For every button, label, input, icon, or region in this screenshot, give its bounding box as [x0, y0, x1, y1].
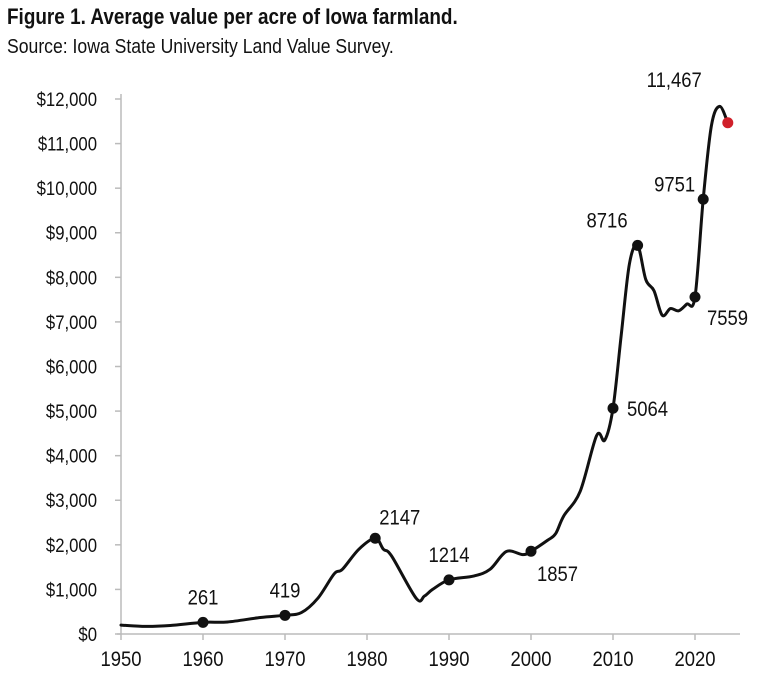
y-tick-label: $10,000 — [37, 178, 97, 199]
chart-subtitle: Source: Iowa State University Land Value… — [7, 36, 394, 58]
x-tick-label: 1950 — [100, 648, 141, 671]
x-tick-label: 1960 — [182, 648, 223, 671]
data-label: 9751 — [654, 173, 695, 196]
y-tick-label: $11,000 — [38, 134, 97, 155]
chart-title: Figure 1. Average value per acre of Iowa… — [7, 4, 458, 29]
x-tick-label: 1980 — [346, 648, 387, 671]
data-label: 5064 — [627, 398, 668, 421]
y-tick-label: $7,000 — [46, 312, 97, 333]
data-label: 419 — [270, 579, 301, 602]
highlight-data-point — [722, 117, 734, 129]
y-tick-label: $2,000 — [46, 535, 97, 556]
x-tick-label: 2020 — [674, 648, 715, 671]
y-tick-label: $9,000 — [46, 223, 97, 244]
data-point — [689, 291, 701, 303]
data-point — [197, 616, 209, 628]
data-label: 261 — [188, 586, 219, 609]
data-label: 11,467 — [647, 69, 702, 92]
data-point — [369, 532, 381, 544]
data-point — [607, 402, 619, 414]
data-point — [443, 574, 455, 586]
data-label: 1857 — [537, 563, 578, 586]
y-tick-label: $1,000 — [46, 579, 97, 600]
data-point — [279, 609, 291, 621]
y-tick-label: $6,000 — [46, 357, 97, 378]
x-tick-label: 2010 — [592, 648, 633, 671]
data-label: 2147 — [379, 506, 420, 529]
x-tick-label: 2000 — [510, 648, 551, 671]
x-tick-label: 1970 — [264, 648, 305, 671]
data-label: 8716 — [587, 209, 628, 232]
y-tick-label: $3,000 — [46, 490, 97, 511]
y-tick-label: $5,000 — [46, 401, 97, 422]
data-point — [632, 239, 644, 251]
y-tick-label: $8,000 — [46, 267, 97, 288]
y-tick-label: $0 — [78, 624, 97, 645]
data-point — [697, 193, 709, 205]
data-label: 7559 — [707, 307, 748, 330]
y-tick-label: $4,000 — [46, 446, 97, 467]
y-tick-label: $12,000 — [37, 89, 97, 110]
series-line — [119, 104, 730, 628]
data-point — [525, 545, 537, 557]
x-tick-label: 1990 — [428, 648, 469, 671]
data-label: 1214 — [428, 544, 469, 567]
